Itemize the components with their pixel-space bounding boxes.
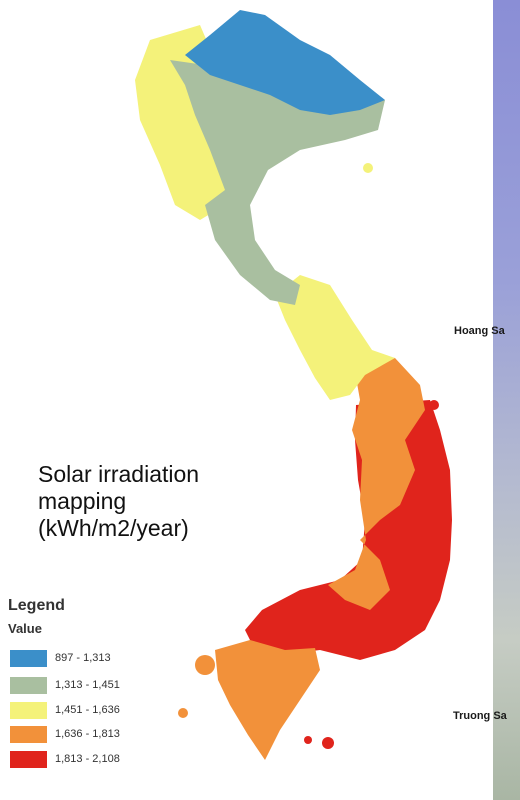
- legend-swatch: [10, 677, 47, 694]
- label-truong-sa: Truong Sa: [453, 710, 507, 722]
- legend-label: 1,451 - 1,636: [55, 704, 120, 716]
- legend-swatch: [10, 650, 47, 667]
- legend-swatch: [10, 751, 47, 768]
- legend-subtitle: Value: [8, 621, 42, 636]
- legend-label: 897 - 1,313: [55, 652, 111, 664]
- island-dot: [322, 737, 334, 749]
- region-orange-mekong: [215, 640, 320, 760]
- legend-label: 1,313 - 1,451: [55, 679, 120, 691]
- region-green: [170, 60, 385, 305]
- map-title-line: (kWh/m2/year): [38, 515, 189, 541]
- legend-swatch: [10, 726, 47, 743]
- region-yellow: [275, 275, 395, 400]
- island-dot: [363, 163, 373, 173]
- region-orange: [328, 355, 425, 610]
- legend-swatch: [10, 702, 47, 719]
- map-title: Solar irradiation mapping (kWh/m2/year): [38, 461, 268, 542]
- legend-label: 1,636 - 1,813: [55, 728, 120, 740]
- page-edge-bar: [493, 0, 520, 800]
- map-title-line: Solar irradiation: [38, 461, 200, 487]
- label-hoang-sa: Hoang Sa: [454, 325, 505, 337]
- island-dot: [195, 655, 215, 675]
- legend-title: Legend: [8, 597, 65, 614]
- region-blue: [185, 10, 385, 115]
- island-dot: [178, 708, 188, 718]
- map-title-line: mapping: [38, 488, 127, 514]
- legend-label: 1,813 - 2,108: [55, 753, 120, 765]
- region-red: [245, 400, 452, 660]
- island-dot: [304, 736, 312, 744]
- legend: Legend Value 897 - 1,313 1,313 - 1,451 1…: [8, 597, 168, 768]
- island-dot: [429, 400, 439, 410]
